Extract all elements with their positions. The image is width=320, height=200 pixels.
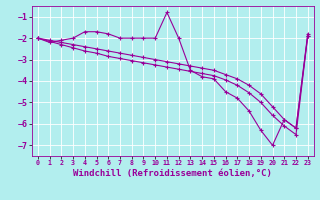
X-axis label: Windchill (Refroidissement éolien,°C): Windchill (Refroidissement éolien,°C) (73, 169, 272, 178)
